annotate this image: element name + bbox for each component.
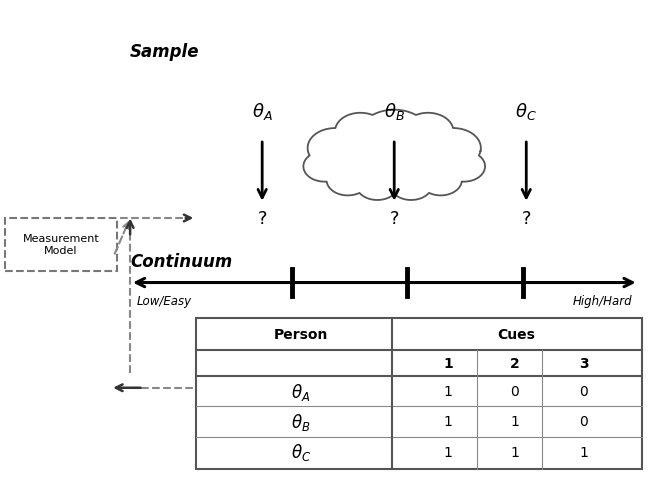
- Text: 0: 0: [579, 384, 588, 398]
- Text: 0: 0: [511, 384, 519, 398]
- Text: ?: ?: [257, 210, 267, 228]
- Text: ?: ?: [389, 210, 399, 228]
- FancyBboxPatch shape: [5, 218, 117, 271]
- Text: 1: 1: [444, 384, 452, 398]
- Text: ?: ?: [522, 210, 531, 228]
- Text: $\theta_C$: $\theta_C$: [515, 101, 537, 121]
- Text: $\theta_A$: $\theta_A$: [291, 381, 310, 402]
- Text: $\theta_C$: $\theta_C$: [291, 441, 311, 462]
- Text: 1: 1: [444, 444, 452, 458]
- Polygon shape: [304, 110, 485, 201]
- Text: 3: 3: [579, 356, 589, 371]
- Text: Continuum: Continuum: [130, 252, 233, 270]
- Text: High/Hard: High/Hard: [572, 295, 632, 308]
- Text: 1: 1: [511, 444, 519, 458]
- Text: 1: 1: [579, 444, 588, 458]
- Text: 1: 1: [443, 356, 453, 371]
- Text: 1: 1: [511, 415, 519, 429]
- Text: $\theta_B$: $\theta_B$: [291, 411, 310, 432]
- Text: 0: 0: [579, 415, 588, 429]
- Text: 1: 1: [444, 415, 452, 429]
- Text: 2: 2: [510, 356, 520, 371]
- Text: Low/Easy: Low/Easy: [137, 295, 192, 308]
- Text: Cues: Cues: [497, 327, 535, 341]
- Text: $\theta_A$: $\theta_A$: [252, 101, 272, 121]
- Text: Measurement
Model: Measurement Model: [23, 234, 99, 255]
- Text: Sample: Sample: [130, 43, 200, 60]
- Text: $\theta_B$: $\theta_B$: [384, 101, 404, 121]
- Text: Person: Person: [274, 327, 328, 341]
- FancyBboxPatch shape: [196, 319, 642, 469]
